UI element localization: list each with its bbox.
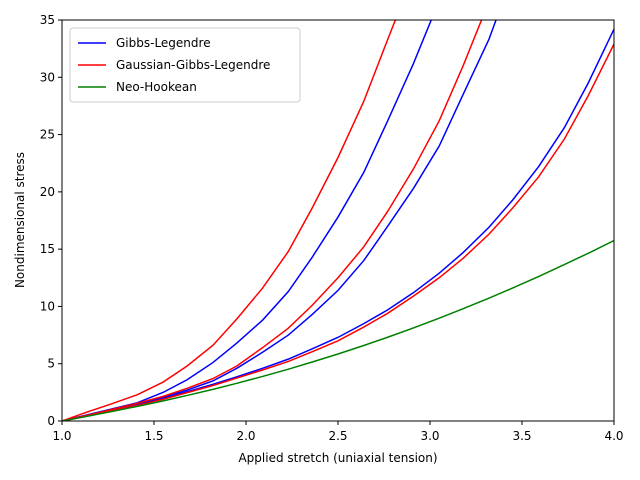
legend-label: Gaussian-Gibbs-Legendre	[116, 58, 270, 72]
x-tick-label: 4.0	[604, 429, 623, 443]
x-tick-label: 3.5	[512, 429, 531, 443]
y-tick-label: 30	[40, 70, 55, 84]
legend-label: Gibbs-Legendre	[116, 36, 211, 50]
x-tick-label: 2.5	[328, 429, 347, 443]
x-tick-label: 3.0	[420, 429, 439, 443]
x-tick-label: 1.0	[52, 429, 71, 443]
y-tick-label: 15	[40, 242, 55, 256]
y-tick-label: 35	[40, 13, 55, 27]
series-line	[62, 20, 483, 421]
x-axis-label: Applied stretch (uniaxial tension)	[238, 451, 437, 465]
plot-area	[62, 20, 614, 421]
y-tick-label: 25	[40, 128, 55, 142]
series-line	[62, 239, 614, 421]
y-tick-label: 10	[40, 299, 55, 313]
legend: Gibbs-Legendre Gaussian-Gibbs-Legendre Neo…	[69, 27, 301, 103]
y-axis-label: Nondimensional stress	[13, 152, 27, 288]
legend-box	[69, 27, 301, 103]
legend-label: Neo-Hookean	[116, 80, 197, 94]
series-line	[62, 20, 397, 421]
series-line	[62, 43, 614, 421]
y-tick-label: 0	[47, 414, 55, 428]
x-tick-label: 2.0	[236, 429, 255, 443]
x-tick-label: 1.5	[144, 429, 163, 443]
y-tick-label: 20	[40, 185, 55, 199]
y-tick-label: 5	[47, 357, 55, 371]
